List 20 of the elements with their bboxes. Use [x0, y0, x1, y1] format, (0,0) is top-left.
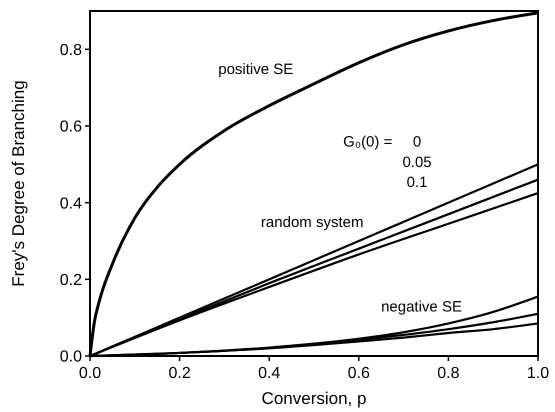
y-tick-label: 0.6 [60, 118, 82, 136]
x-axis-title: Conversion, p [262, 389, 366, 408]
annotation: negative SE [381, 298, 462, 316]
annotation: G₀(0) = [343, 134, 393, 151]
x-tick-label: 0.6 [348, 365, 370, 382]
annotation: 0.05 [402, 154, 432, 171]
x-tick-label: 1.0 [526, 365, 550, 382]
annotation: random system [260, 214, 364, 232]
y-tick-label: 0.4 [60, 195, 82, 212]
y-tick-label: 0.2 [60, 272, 82, 289]
x-tick-label: 0.2 [168, 365, 191, 382]
annotation: 0 [412, 134, 422, 151]
y-axis-title: Frey's Degree of Branching [9, 80, 28, 287]
x-tick-label: 0.0 [78, 365, 102, 382]
annotation: positive SE [218, 60, 294, 78]
x-tick-label: 0.4 [258, 365, 280, 382]
y-tick-label: 0.8 [60, 42, 82, 59]
x-tick-label: 0.8 [437, 365, 460, 382]
annotation: 0.1 [406, 174, 428, 191]
y-tick-label: 0.0 [60, 348, 82, 366]
